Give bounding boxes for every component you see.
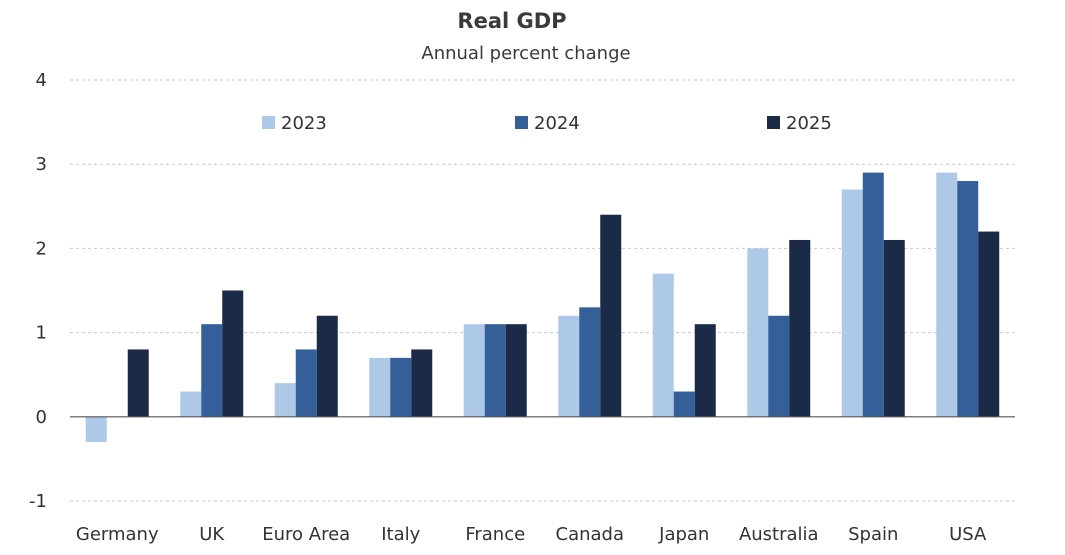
x-tick-label: Australia [739, 524, 819, 545]
bar-2025-usa [978, 231, 1000, 417]
bar-2025-italy [411, 349, 433, 417]
bar-2025-euro-area [316, 315, 338, 417]
x-tick-label: France [465, 524, 525, 545]
x-tick-label: UK [199, 524, 225, 545]
legend-swatch-2023 [262, 116, 275, 129]
bar-2024-usa [957, 181, 979, 417]
bar-2025-germany [127, 349, 149, 417]
bar-2023-australia [747, 248, 769, 417]
legend: 2023 2024 2025 [262, 113, 832, 134]
axes: 4 3 2 1 0 -1 Germany UK Euro Area Italy France Cana… [29, 70, 1015, 545]
x-tick-label: Euro Area [262, 524, 350, 545]
legend-label-2023: 2023 [281, 113, 327, 134]
y-tick-label: 2 [36, 238, 47, 259]
bar-2024-australia [768, 315, 790, 417]
bar-2023-japan [652, 273, 674, 417]
x-tick-label: Germany [76, 524, 159, 545]
legend-swatch-2024 [515, 116, 528, 129]
bars [85, 172, 1000, 443]
bar-2023-italy [369, 357, 391, 417]
bar-2023-germany [85, 416, 107, 443]
x-tick-label: Japan [658, 524, 709, 545]
bar-2023-france [463, 324, 485, 417]
bar-2023-usa [936, 172, 958, 417]
bar-2023-uk [180, 391, 202, 417]
bar-2025-france [505, 324, 527, 417]
bar-2024-euro-area [295, 349, 317, 417]
bar-2025-spain [883, 239, 905, 417]
bar-2024-italy [390, 357, 412, 417]
y-tick-label: 3 [36, 154, 47, 175]
legend-label-2024: 2024 [534, 113, 580, 134]
bar-2023-canada [558, 315, 580, 417]
chart-title: Real GDP [457, 9, 566, 33]
bar-2025-japan [694, 324, 716, 417]
bar-2024-japan [673, 391, 695, 417]
x-tick-label: Canada [556, 524, 625, 545]
bar-2023-spain [841, 189, 863, 417]
bar-2025-australia [789, 239, 811, 417]
bar-2024-canada [579, 307, 601, 417]
y-tick-label: 1 [36, 323, 47, 344]
bar-2024-spain [862, 172, 884, 417]
bar-2024-france [484, 324, 506, 417]
y-tick-label: -1 [29, 491, 47, 512]
bar-2024-uk [201, 324, 223, 417]
chart-subtitle: Annual percent change [421, 43, 630, 64]
legend-swatch-2025 [767, 116, 780, 129]
x-tick-label: Italy [381, 524, 420, 545]
bar-2025-uk [222, 290, 244, 417]
x-tick-label: Spain [848, 524, 898, 545]
y-tick-label: 0 [36, 407, 47, 428]
x-tick-label: USA [949, 524, 987, 545]
legend-label-2025: 2025 [786, 113, 832, 134]
bar-2025-canada [600, 214, 622, 417]
y-tick-label: 4 [36, 70, 47, 91]
bar-2023-euro-area [274, 383, 296, 417]
